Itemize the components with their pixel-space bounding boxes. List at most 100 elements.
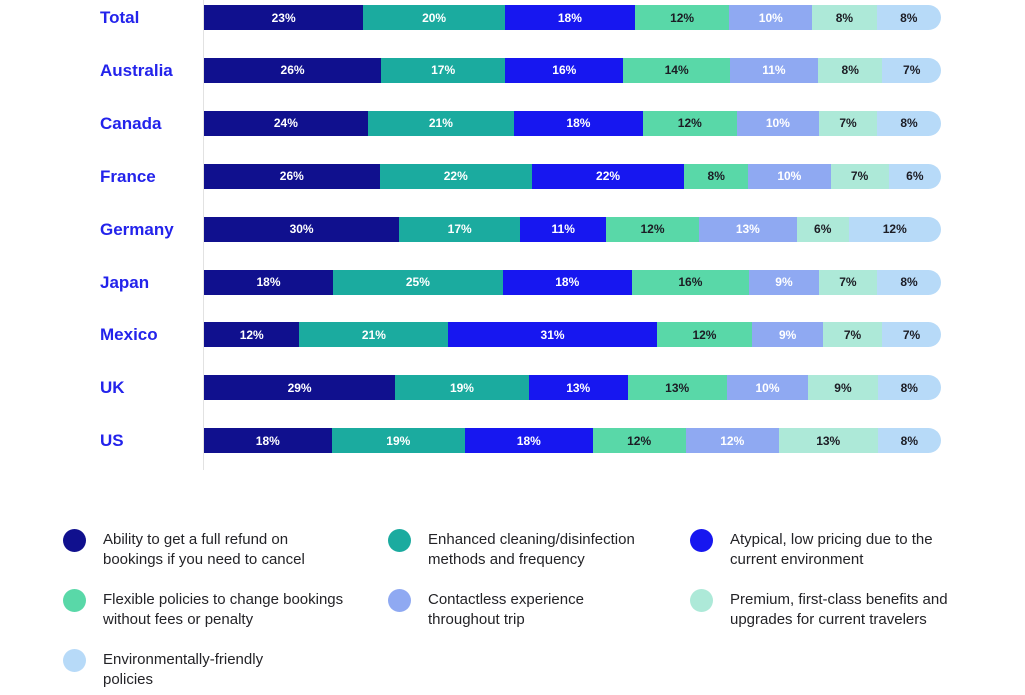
segment-value: 8% (841, 63, 859, 78)
country-label: Canada (100, 113, 162, 133)
stacked-bar: 18% 19% 18% 12% 12% 13% 8% (204, 428, 941, 454)
segment-value: 13% (735, 222, 760, 237)
bar-segment: 18% (464, 428, 593, 454)
bar-segment: 9% (752, 322, 824, 348)
bar-segment: 7% (818, 110, 878, 136)
segment-value: 12% (720, 433, 745, 448)
segment-value: 9% (778, 327, 797, 342)
segment-value: 6% (906, 169, 924, 184)
country-label: Germany (100, 219, 174, 239)
segment-value: 20% (422, 10, 447, 25)
segment-value: 8% (900, 380, 918, 395)
country-label: Australia (100, 60, 173, 80)
segment-value: 22% (596, 169, 621, 184)
bar-segment: 17% (381, 57, 506, 83)
bar-segment: 22% (531, 163, 685, 189)
bar-segment: 12% (656, 322, 753, 348)
country-row: Germany 30% 17% 11% 12% 13% 6% 12% (0, 216, 1025, 242)
bar-segment: 13% (528, 375, 628, 401)
bar-segment: 9% (749, 269, 819, 295)
legend-label: Atypical, low pricing due to the current… (730, 531, 933, 568)
legend-item: Enhanced cleaning/disinfection methods a… (388, 529, 690, 570)
legend-label: Premium, first-class benefits and upgrad… (730, 591, 948, 628)
segment-value: 21% (361, 327, 386, 342)
legend-dot-icon (63, 649, 86, 672)
legend-item: Atypical, low pricing due to the current… (690, 529, 1025, 570)
segment-value: 12% (640, 222, 665, 237)
segment-value: 10% (777, 169, 802, 184)
segment-value: 12% (882, 222, 907, 237)
bar-segment: 7% (882, 322, 942, 348)
bar-segment: 7% (818, 269, 877, 295)
segment-value: 7% (902, 327, 921, 342)
segment-value: 18% (255, 433, 280, 448)
segment-value: 12% (627, 433, 652, 448)
segment-value: 9% (775, 275, 793, 289)
legend-dot-icon (63, 529, 86, 552)
segment-value: 14% (664, 63, 689, 78)
legend-label: Contactless experience throughout trip (428, 591, 584, 628)
stacked-bar: 24% 21% 18% 12% 10% 7% 8% (204, 110, 941, 136)
bar-segment: 8% (818, 57, 883, 83)
bar-segment: 31% (448, 322, 657, 348)
country-row: France 26% 22% 22% 8% 10% 7% 6% (0, 163, 1025, 189)
segment-value: 7% (839, 275, 857, 289)
axis-line (203, 0, 204, 470)
segment-value: 21% (428, 116, 453, 131)
segment-value: 16% (552, 63, 577, 78)
country-row: Mexico 12% 21% 31% 12% 9% 7% 7% (0, 322, 1025, 348)
bar-segment: 8% (877, 269, 941, 295)
stacked-bar: 26% 22% 22% 8% 10% 7% 6% (204, 163, 941, 189)
bar-segment: 14% (623, 57, 730, 83)
bar-segment: 13% (698, 216, 797, 242)
segment-value: 8% (900, 433, 918, 448)
segment-value: 31% (540, 327, 565, 342)
bar-segment: 30% (204, 216, 400, 242)
chart-legend: Ability to get a full refund on bookings… (63, 529, 1025, 690)
bar-segment: 8% (877, 110, 941, 136)
segment-value: 11% (551, 222, 575, 237)
segment-value: 17% (447, 222, 472, 237)
segment-value: 13% (816, 433, 841, 448)
segment-value: 16% (678, 275, 703, 289)
segment-value: 7% (850, 169, 869, 184)
bar-segment: 18% (504, 5, 635, 30)
segment-value: 12% (692, 327, 717, 342)
bar-segment: 25% (332, 269, 503, 295)
country-label: Total (100, 8, 140, 27)
legend-item: Flexible policies to change bookings wit… (63, 589, 388, 630)
bar-segment: 21% (299, 322, 449, 348)
bar-segment: 26% (204, 163, 380, 189)
legend-label: Flexible policies to change bookings wit… (103, 591, 344, 628)
bar-segment: 21% (367, 110, 515, 136)
stacked-bar: 18% 25% 18% 16% 9% 7% 8% (204, 269, 941, 295)
legend-label: Enhanced cleaning/disinfection methods a… (428, 531, 635, 568)
segment-value: 18% (557, 10, 582, 25)
segment-value: 29% (287, 380, 312, 395)
country-label: France (100, 166, 156, 186)
bar-segment: 23% (204, 5, 364, 30)
segment-value: 13% (665, 380, 690, 395)
bar-segment: 8% (877, 375, 942, 401)
segment-value: 19% (449, 380, 474, 395)
bar-segment: 12% (592, 428, 686, 454)
stacked-bar: 23% 20% 18% 12% 10% 8% 8% (204, 5, 941, 30)
bar-segment: 29% (204, 375, 396, 401)
bar-segment: 12% (204, 322, 300, 348)
segment-value: 7% (903, 63, 921, 78)
bar-segment: 12% (642, 110, 737, 136)
segment-value: 18% (566, 116, 591, 131)
bar-segment: 17% (399, 216, 521, 242)
bar-segment: 10% (748, 163, 831, 189)
stacked-bar-chart: Total 23% 20% 18% 12% 10% 8% 8% Australia 26% 17% 1… (0, 0, 1025, 470)
legend-dot-icon (690, 589, 713, 612)
country-label: US (100, 431, 124, 451)
country-label: UK (100, 378, 125, 398)
bar-segment: 18% (204, 428, 332, 454)
legend-label: Environmentally-friendly policies (103, 651, 264, 688)
country-label: Japan (100, 272, 150, 292)
segment-value: 8% (707, 169, 725, 184)
bar-segment: 8% (876, 5, 941, 30)
segment-value: 10% (758, 10, 783, 25)
